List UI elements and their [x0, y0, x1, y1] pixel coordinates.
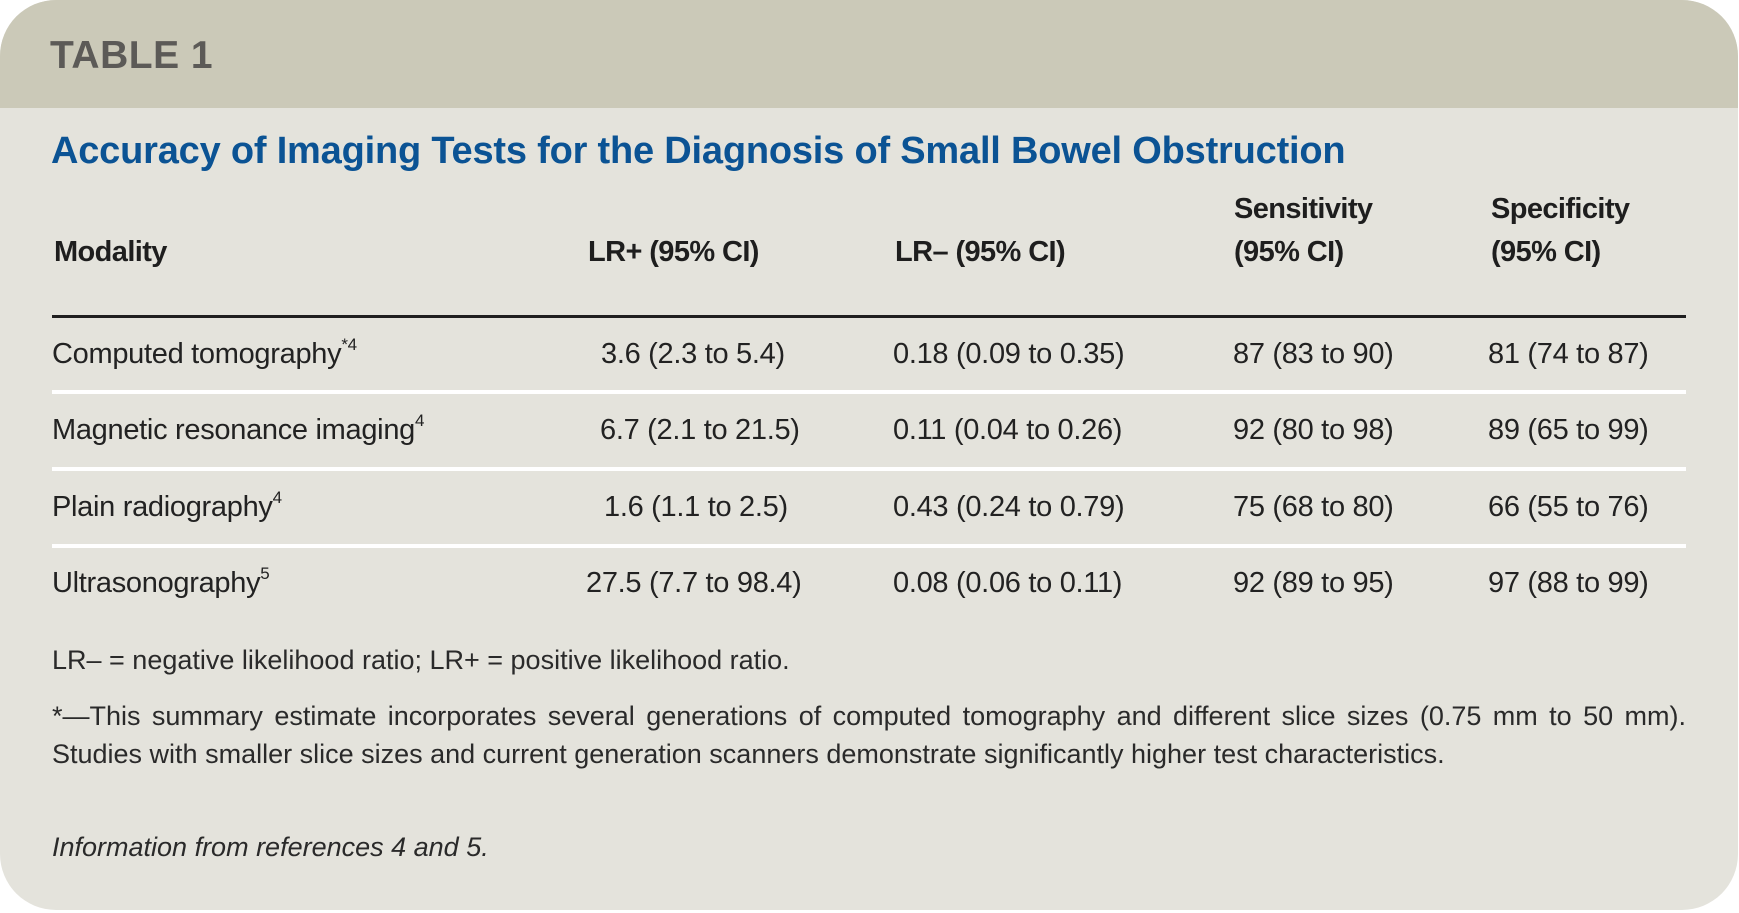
- column-header-lr-negative: LR– (95% CI): [895, 231, 1066, 274]
- cell-lr-positive: 3.6 (2.3 to 5.4): [601, 338, 785, 370]
- cell-sensitivity: 75 (68 to 80): [1233, 491, 1394, 523]
- cell-lr-positive: 27.5 (7.7 to 98.4): [586, 567, 802, 599]
- cell-specificity: 97 (88 to 99): [1488, 567, 1649, 599]
- table-title: Accuracy of Imaging Tests for the Diagno…: [51, 130, 1346, 172]
- column-header-text: LR– (95% CI): [895, 236, 1066, 268]
- cell-lr-negative: 0.18 (0.09 to 0.35): [893, 338, 1125, 370]
- column-header-sensitivity: Sensitivity (95% CI): [1234, 188, 1373, 274]
- footnote-abbreviations: LR– = negative likelihood ratio; LR+ = p…: [52, 645, 790, 675]
- column-header-text: Sensitivity: [1234, 193, 1373, 225]
- cell-sensitivity: 92 (80 to 98): [1233, 414, 1394, 446]
- column-header-text: (95% CI): [1491, 236, 1601, 268]
- cell-modality: Ultrasonography5: [52, 564, 270, 599]
- cell-lr-positive: 1.6 (1.1 to 2.5): [604, 491, 788, 523]
- table-label: TABLE 1: [50, 34, 214, 77]
- cell-specificity: 89 (65 to 99): [1488, 414, 1649, 446]
- cell-lr-negative: 0.11 (0.04 to 0.26): [893, 414, 1123, 446]
- cell-lr-negative: 0.43 (0.24 to 0.79): [893, 491, 1125, 523]
- footnote-asterisk: *—This summary estimate incorporates sev…: [52, 701, 1686, 769]
- reference-superscript: 4: [272, 488, 282, 507]
- column-header-text: (95% CI): [1234, 236, 1344, 268]
- reference-superscript: 4: [414, 411, 425, 430]
- column-header-text: LR+ (95% CI): [588, 236, 759, 268]
- cell-lr-positive: 6.7 (2.1 to 21.5): [600, 414, 800, 446]
- cell-lr-negative: 0.08 (0.06 to 0.11): [893, 567, 1123, 599]
- row-separator: [52, 467, 1686, 471]
- reference-superscript: 5: [260, 564, 270, 583]
- cell-specificity: 66 (55 to 76): [1488, 491, 1649, 523]
- column-header-specificity: Specificity (95% CI): [1491, 188, 1630, 274]
- header-rule: [52, 315, 1686, 318]
- cell-specificity: 81 (74 to 87): [1488, 338, 1649, 370]
- footnote-source: Information from references 4 and 5.: [52, 832, 489, 862]
- column-header-lr-positive: LR+ (95% CI): [588, 231, 759, 274]
- column-header-text: Modality: [54, 236, 167, 268]
- cell-modality: Plain radiography4: [52, 488, 282, 523]
- column-header-modality: Modality: [54, 231, 167, 274]
- cell-sensitivity: 92 (89 to 95): [1233, 567, 1394, 599]
- row-separator: [52, 544, 1686, 548]
- header-band: TABLE 1: [0, 0, 1738, 108]
- cell-sensitivity: 87 (83 to 90): [1233, 338, 1394, 370]
- reference-superscript: *4: [341, 335, 357, 354]
- column-header-text: Specificity: [1491, 193, 1630, 225]
- cell-modality: Magnetic resonance imaging4: [52, 411, 425, 446]
- row-separator: [52, 390, 1686, 394]
- cell-modality: Computed tomography*4: [52, 335, 357, 370]
